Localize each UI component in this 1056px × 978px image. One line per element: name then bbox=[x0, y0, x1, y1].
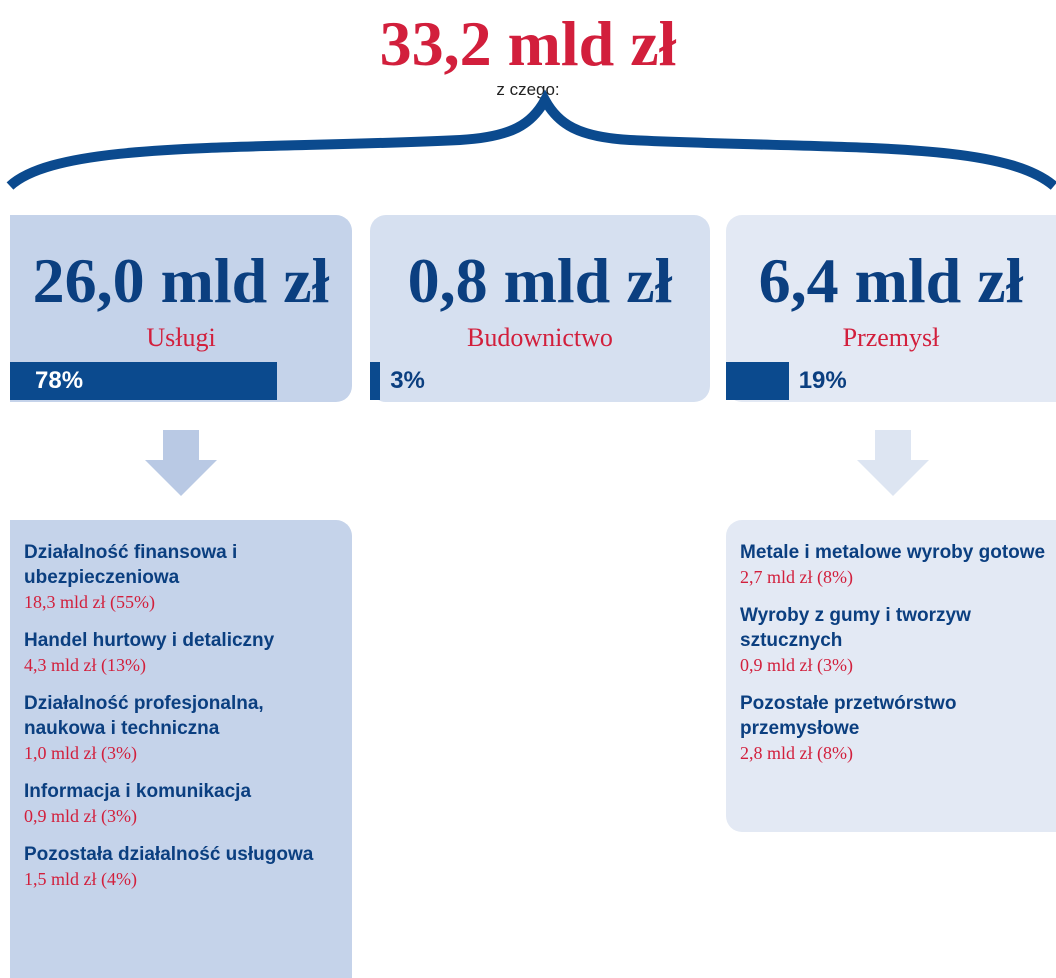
sector-amount: 6,4 mld zł bbox=[758, 245, 1024, 316]
item-value: 2,8 mld zł (8%) bbox=[740, 743, 853, 763]
item-title: Informacja i komunikacja bbox=[24, 781, 252, 802]
share-label: 3% bbox=[390, 367, 425, 394]
total: 33,2 mld zł bbox=[379, 8, 677, 79]
sector-name: Usługi bbox=[146, 323, 216, 352]
item-title: Pozostałe przetwórstwo przemysłowe bbox=[740, 693, 957, 739]
arrow bbox=[857, 430, 929, 496]
breakdown-item: Pozostałe przetwórstwo przemysłowe 2,8 ml… bbox=[740, 691, 1056, 765]
sector-name: Przemysł bbox=[842, 323, 940, 352]
item-value: 0,9 mld zł (3%) bbox=[740, 655, 853, 675]
breakdown-item: Pozostała działalność usługowa 1,5 mld zł… bbox=[24, 842, 342, 891]
item-value: 18,3 mld zł (55%) bbox=[24, 592, 155, 612]
breakdown-box: Działalność finansowa i ubezpieczeniowa 1… bbox=[10, 520, 352, 978]
breakdown-item: Informacja i komunikacja 0,9 mld zł (3%) bbox=[24, 779, 342, 828]
item-value: 1,0 mld zł (3%) bbox=[24, 743, 137, 763]
breakdown-item: Handel hurtowy i detaliczny 4,3 mld zł (1… bbox=[24, 628, 342, 677]
item-value: 1,5 mld zł (4%) bbox=[24, 869, 137, 889]
item-title: Działalność profesjonalna, naukowa i tec… bbox=[24, 693, 264, 739]
sector-amount: 26,0 mld zł bbox=[32, 245, 330, 316]
share-label: 19% bbox=[798, 367, 847, 394]
item-title: Wyroby z gumy i tworzyw sztucznych bbox=[740, 605, 971, 651]
breakdown-item: Działalność profesjonalna, naukowa i tec… bbox=[24, 691, 342, 765]
breakdown-item: Metale i metalowe wyroby gotowe 2,7 mld z… bbox=[740, 540, 1056, 589]
breakdown-list: Metale i metalowe wyroby gotowe 2,7 mld z… bbox=[740, 540, 1056, 779]
share-bar bbox=[370, 362, 381, 400]
share-label: 78% bbox=[35, 367, 84, 394]
item-title: Działalność finansowa i ubezpieczeniowa bbox=[24, 542, 238, 588]
item-value: 4,3 mld zł (13%) bbox=[24, 655, 146, 675]
item-title: Handel hurtowy i detaliczny bbox=[24, 630, 275, 651]
breakdown-item: Wyroby z gumy i tworzyw sztucznych 0,9 ml… bbox=[740, 603, 1056, 677]
share-bar bbox=[10, 362, 277, 400]
breakdown-box: Metale i metalowe wyroby gotowe 2,7 mld z… bbox=[726, 520, 1056, 832]
item-value: 2,7 mld zł (8%) bbox=[740, 567, 853, 587]
sector-amount: 0,8 mld zł bbox=[407, 245, 673, 316]
brace bbox=[6, 89, 1056, 190]
sector-box: 26,0 mld zł Usługi 78% bbox=[10, 215, 352, 402]
item-value: 0,9 mld zł (3%) bbox=[24, 806, 137, 826]
share-bar bbox=[726, 362, 789, 400]
breakdown-list: Działalność finansowa i ubezpieczeniowa 1… bbox=[24, 540, 342, 905]
item-title: Metale i metalowe wyroby gotowe bbox=[740, 542, 1046, 563]
sector-name: Budownictwo bbox=[467, 323, 613, 352]
sector-box: 0,8 mld zł Budownictwo 3% bbox=[370, 215, 710, 402]
arrow bbox=[145, 430, 217, 496]
item-title: Pozostała działalność usługowa bbox=[24, 844, 314, 865]
sector-box: 6,4 mld zł Przemysł 19% bbox=[726, 215, 1056, 402]
breakdown-item: Działalność finansowa i ubezpieczeniowa 1… bbox=[24, 540, 342, 614]
